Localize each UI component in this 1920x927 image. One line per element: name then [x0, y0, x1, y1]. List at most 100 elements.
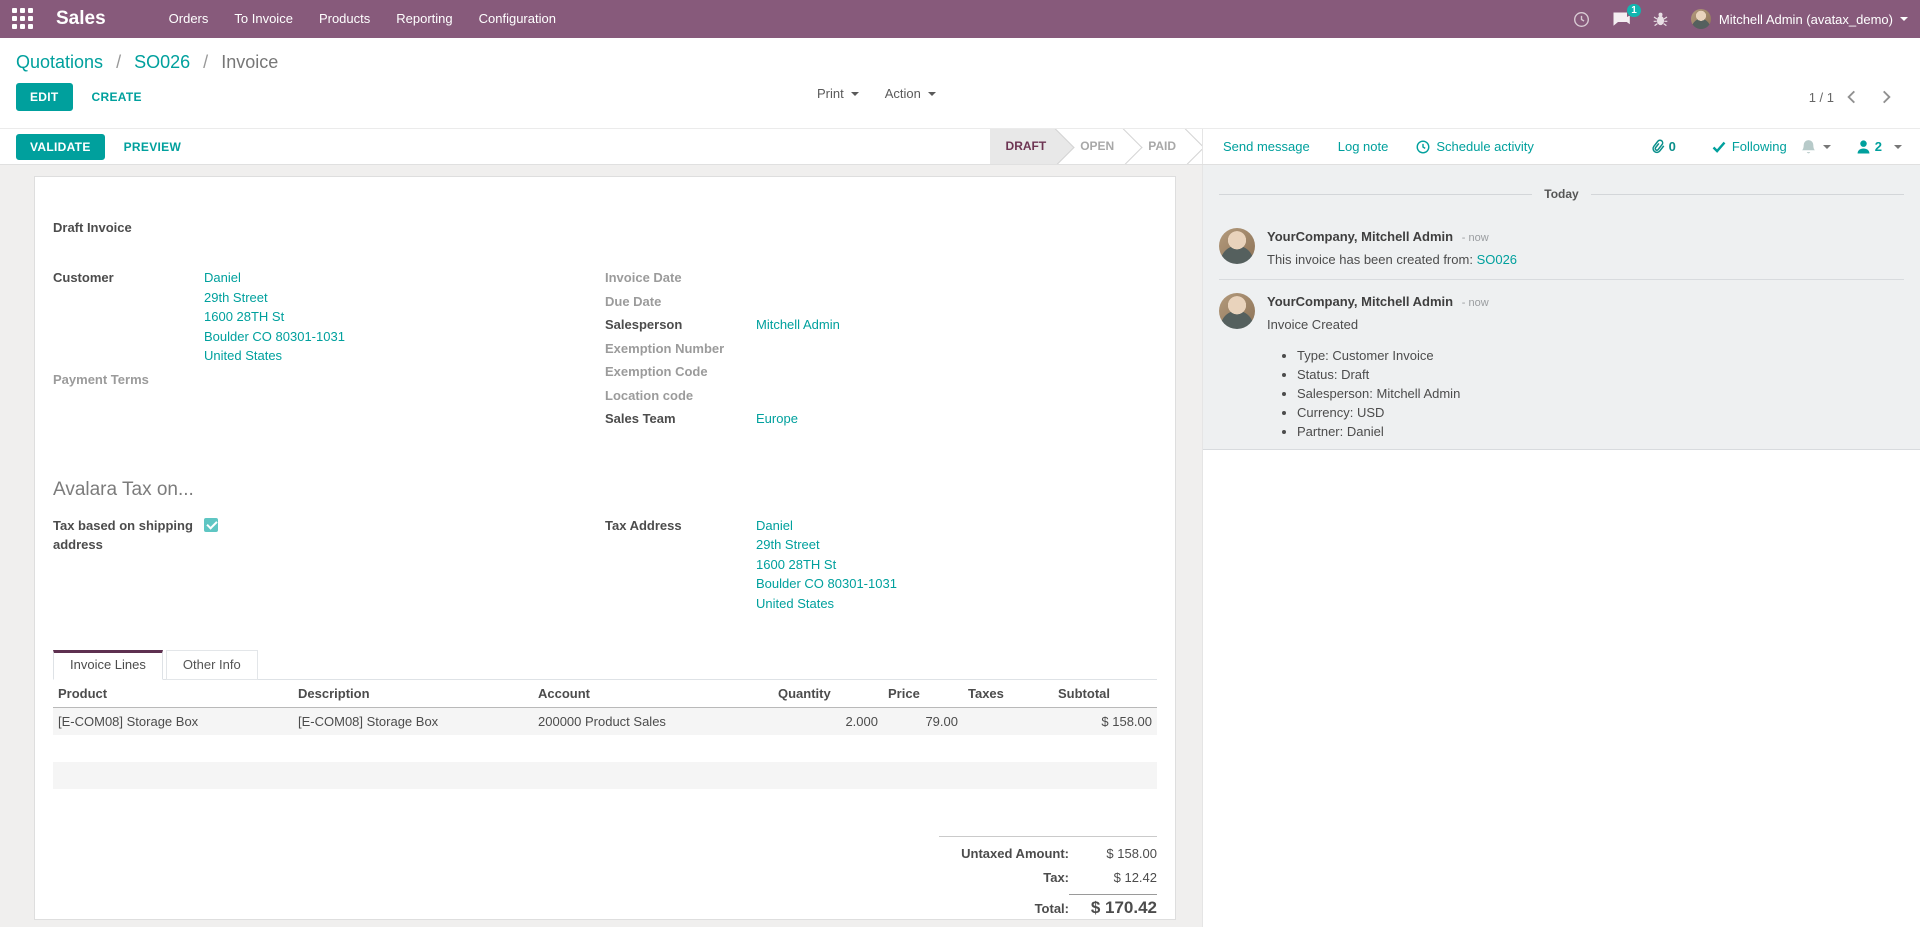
pager-next-button[interactable] — [1869, 90, 1904, 104]
user-name: Mitchell Admin (avatax_demo) — [1718, 11, 1893, 27]
form-statusbar: VALIDATE PREVIEW DRAFT OPEN PAID — [0, 129, 1203, 164]
user-menu-caret-icon — [1900, 17, 1908, 25]
sales-team-value[interactable]: Europe — [756, 411, 798, 426]
schedule-activity-button[interactable]: Schedule activity — [1416, 139, 1534, 154]
empty-row — [53, 762, 1157, 789]
control-panel-buttons: EDIT CREATE Print Action 1 / 1 — [16, 83, 1904, 111]
customer-address-line[interactable]: 1600 28TH St — [204, 309, 285, 324]
validate-button[interactable]: VALIDATE — [16, 133, 105, 160]
debug-menu-button[interactable] — [1642, 0, 1679, 38]
action-menus: Print Action — [817, 86, 936, 101]
message-author[interactable]: YourCompany, Mitchell Admin — [1267, 294, 1454, 309]
bullet-item: Status: Draft — [1297, 365, 1489, 384]
message-author[interactable]: YourCompany, Mitchell Admin — [1267, 229, 1454, 244]
avalara-field-group: Tax based on shipping address Tax Addres… — [53, 516, 1157, 618]
bell-icon — [1801, 139, 1815, 153]
nav-item-products[interactable]: Products — [318, 11, 371, 26]
bug-icon — [1653, 12, 1668, 27]
salesperson-value[interactable]: Mitchell Admin — [756, 317, 840, 332]
nav-item-orders[interactable]: Orders — [168, 11, 209, 26]
followers-button[interactable]: 2 — [1857, 139, 1902, 154]
cell-description[interactable]: [E-COM08] Storage Box — [298, 714, 439, 729]
col-header-description[interactable]: Description — [293, 680, 533, 708]
pager-value: 1 / 1 — [1808, 89, 1834, 105]
col-header-quantity[interactable]: Quantity — [773, 680, 883, 708]
breadcrumb-so026[interactable]: SO026 — [134, 52, 191, 72]
cell-subtotal[interactable]: $ 158.00 — [1101, 714, 1152, 729]
action-dropdown[interactable]: Action — [885, 86, 936, 101]
cell-quantity[interactable]: 2.000 — [845, 714, 878, 729]
customer-address-line[interactable]: Boulder CO 80301-1031 — [204, 328, 345, 344]
breadcrumb-current: Invoice — [221, 52, 279, 72]
breadcrumb-quotations[interactable]: Quotations — [16, 52, 104, 72]
customer-address-line[interactable]: Daniel — [204, 270, 241, 285]
attachment-button[interactable]: 0 — [1651, 139, 1676, 154]
app-title[interactable]: Sales — [56, 8, 106, 29]
preview-button[interactable]: PREVIEW — [113, 133, 192, 161]
tax-address-line[interactable]: Daniel — [756, 517, 793, 533]
activity-menu-button[interactable] — [1562, 0, 1601, 38]
invoice-lines-table: Product Description Account Quantity Pri… — [53, 680, 1157, 789]
navbar-systray: 1 Mitchell Admin (avatax_demo) — [1562, 0, 1908, 38]
invoice-sheet: Draft Invoice Customer Daniel 29th Stree… — [34, 176, 1176, 920]
tax-value: $ 12.42 — [1113, 870, 1157, 885]
col-header-account[interactable]: Account — [533, 680, 773, 708]
location-code-label: Location code — [605, 387, 694, 403]
salesperson-label: Salesperson — [605, 317, 683, 332]
table-header-row: Product Description Account Quantity Pri… — [53, 680, 1157, 708]
user-menu[interactable]: Mitchell Admin (avatax_demo) — [1690, 9, 1908, 29]
tab-invoice-lines[interactable]: Invoice Lines — [53, 650, 163, 680]
tax-address-line[interactable]: 29th Street — [756, 537, 820, 552]
cell-product[interactable]: [E-COM08] Storage Box — [58, 714, 199, 729]
untaxed-amount-value: $ 158.00 — [1106, 846, 1157, 861]
pager-previous-button[interactable] — [1834, 90, 1869, 104]
messages-icon — [1613, 12, 1630, 26]
create-button[interactable]: CREATE — [81, 83, 153, 111]
state-draft[interactable]: DRAFT — [989, 129, 1057, 164]
untaxed-amount-label: Untaxed Amount: — [961, 846, 1069, 861]
total-label: Total: — [1034, 901, 1069, 916]
tax-address-line[interactable]: 1600 28TH St — [756, 556, 837, 572]
bullet-item: Currency: USD — [1297, 403, 1489, 422]
tax-address-line[interactable]: United States — [756, 595, 835, 611]
nav-item-configuration[interactable]: Configuration — [478, 11, 556, 26]
edit-button[interactable]: EDIT — [16, 83, 73, 111]
print-dropdown[interactable]: Print — [817, 86, 859, 101]
col-header-taxes[interactable]: Taxes — [963, 680, 1053, 708]
cell-price[interactable]: 79.00 — [925, 714, 958, 729]
tax-shipping-checkbox[interactable] — [204, 517, 218, 532]
cell-account[interactable]: 200000 Product Sales — [538, 714, 666, 729]
control-panel: Quotations / SO026 / Invoice EDIT CREATE… — [0, 38, 1920, 128]
message: YourCompany, Mitchell Admin - now This i… — [1219, 215, 1904, 279]
exemption-number-label: Exemption Number — [605, 340, 725, 356]
col-header-product[interactable]: Product — [53, 680, 293, 708]
send-message-button[interactable]: Send message — [1223, 139, 1310, 154]
table-row[interactable]: [E-COM08] Storage Box [E-COM08] Storage … — [53, 707, 1157, 736]
log-note-button[interactable]: Log note — [1337, 139, 1389, 154]
action-label: Action — [884, 86, 921, 101]
tab-other-info[interactable]: Other Info — [165, 650, 258, 680]
left-field-group: Customer Daniel 29th Street 1600 28TH St… — [53, 268, 605, 433]
nav-item-reporting[interactable]: Reporting — [396, 11, 453, 26]
message-body: This invoice has been created from: SO02… — [1267, 252, 1518, 267]
form-view: Draft Invoice Customer Daniel 29th Stree… — [0, 165, 1203, 927]
top-navbar: Sales Orders To Invoice Products Reporti… — [0, 0, 1920, 38]
breadcrumb: Quotations / SO026 / Invoice — [16, 50, 1904, 74]
messages-menu-button[interactable]: 1 — [1601, 0, 1642, 38]
cell-taxes[interactable] — [963, 708, 1053, 736]
col-header-price[interactable]: Price — [883, 680, 963, 708]
col-header-subtotal[interactable]: Subtotal — [1053, 680, 1157, 708]
customer-label: Customer — [53, 270, 114, 285]
message-detail-list: Type: Customer Invoice Status: Draft Sal… — [1297, 346, 1489, 441]
attachment-count: 0 — [1668, 139, 1676, 154]
following-button[interactable]: Following — [1712, 139, 1787, 154]
totals-block: Untaxed Amount: $ 158.00 Tax: $ 12.42 To… — [939, 836, 1157, 918]
apps-menu-icon[interactable] — [12, 8, 34, 30]
notification-bell-button[interactable] — [1801, 139, 1831, 155]
customer-address-line[interactable]: 29th Street — [204, 289, 268, 305]
customer-address-line[interactable]: United States — [204, 348, 283, 363]
tax-address-line[interactable]: Boulder CO 80301-1031 — [756, 576, 897, 591]
nav-item-to-invoice[interactable]: To Invoice — [234, 11, 293, 26]
so026-link[interactable]: SO026 — [1476, 252, 1518, 267]
person-icon — [1857, 139, 1870, 153]
